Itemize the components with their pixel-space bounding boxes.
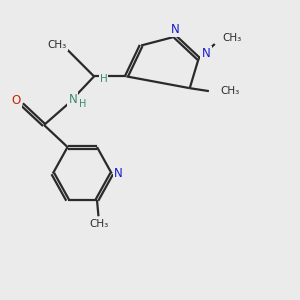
Text: CH₃: CH₃ (221, 85, 240, 95)
Text: N: N (114, 167, 123, 180)
Text: N: N (202, 47, 210, 60)
Text: CH₃: CH₃ (89, 219, 109, 229)
Text: H: H (79, 99, 87, 110)
Text: O: O (11, 94, 21, 107)
Text: N: N (68, 93, 77, 106)
Text: N: N (171, 23, 179, 36)
Text: CH₃: CH₃ (223, 32, 242, 43)
Text: H: H (100, 74, 107, 84)
Text: CH₃: CH₃ (48, 40, 67, 50)
